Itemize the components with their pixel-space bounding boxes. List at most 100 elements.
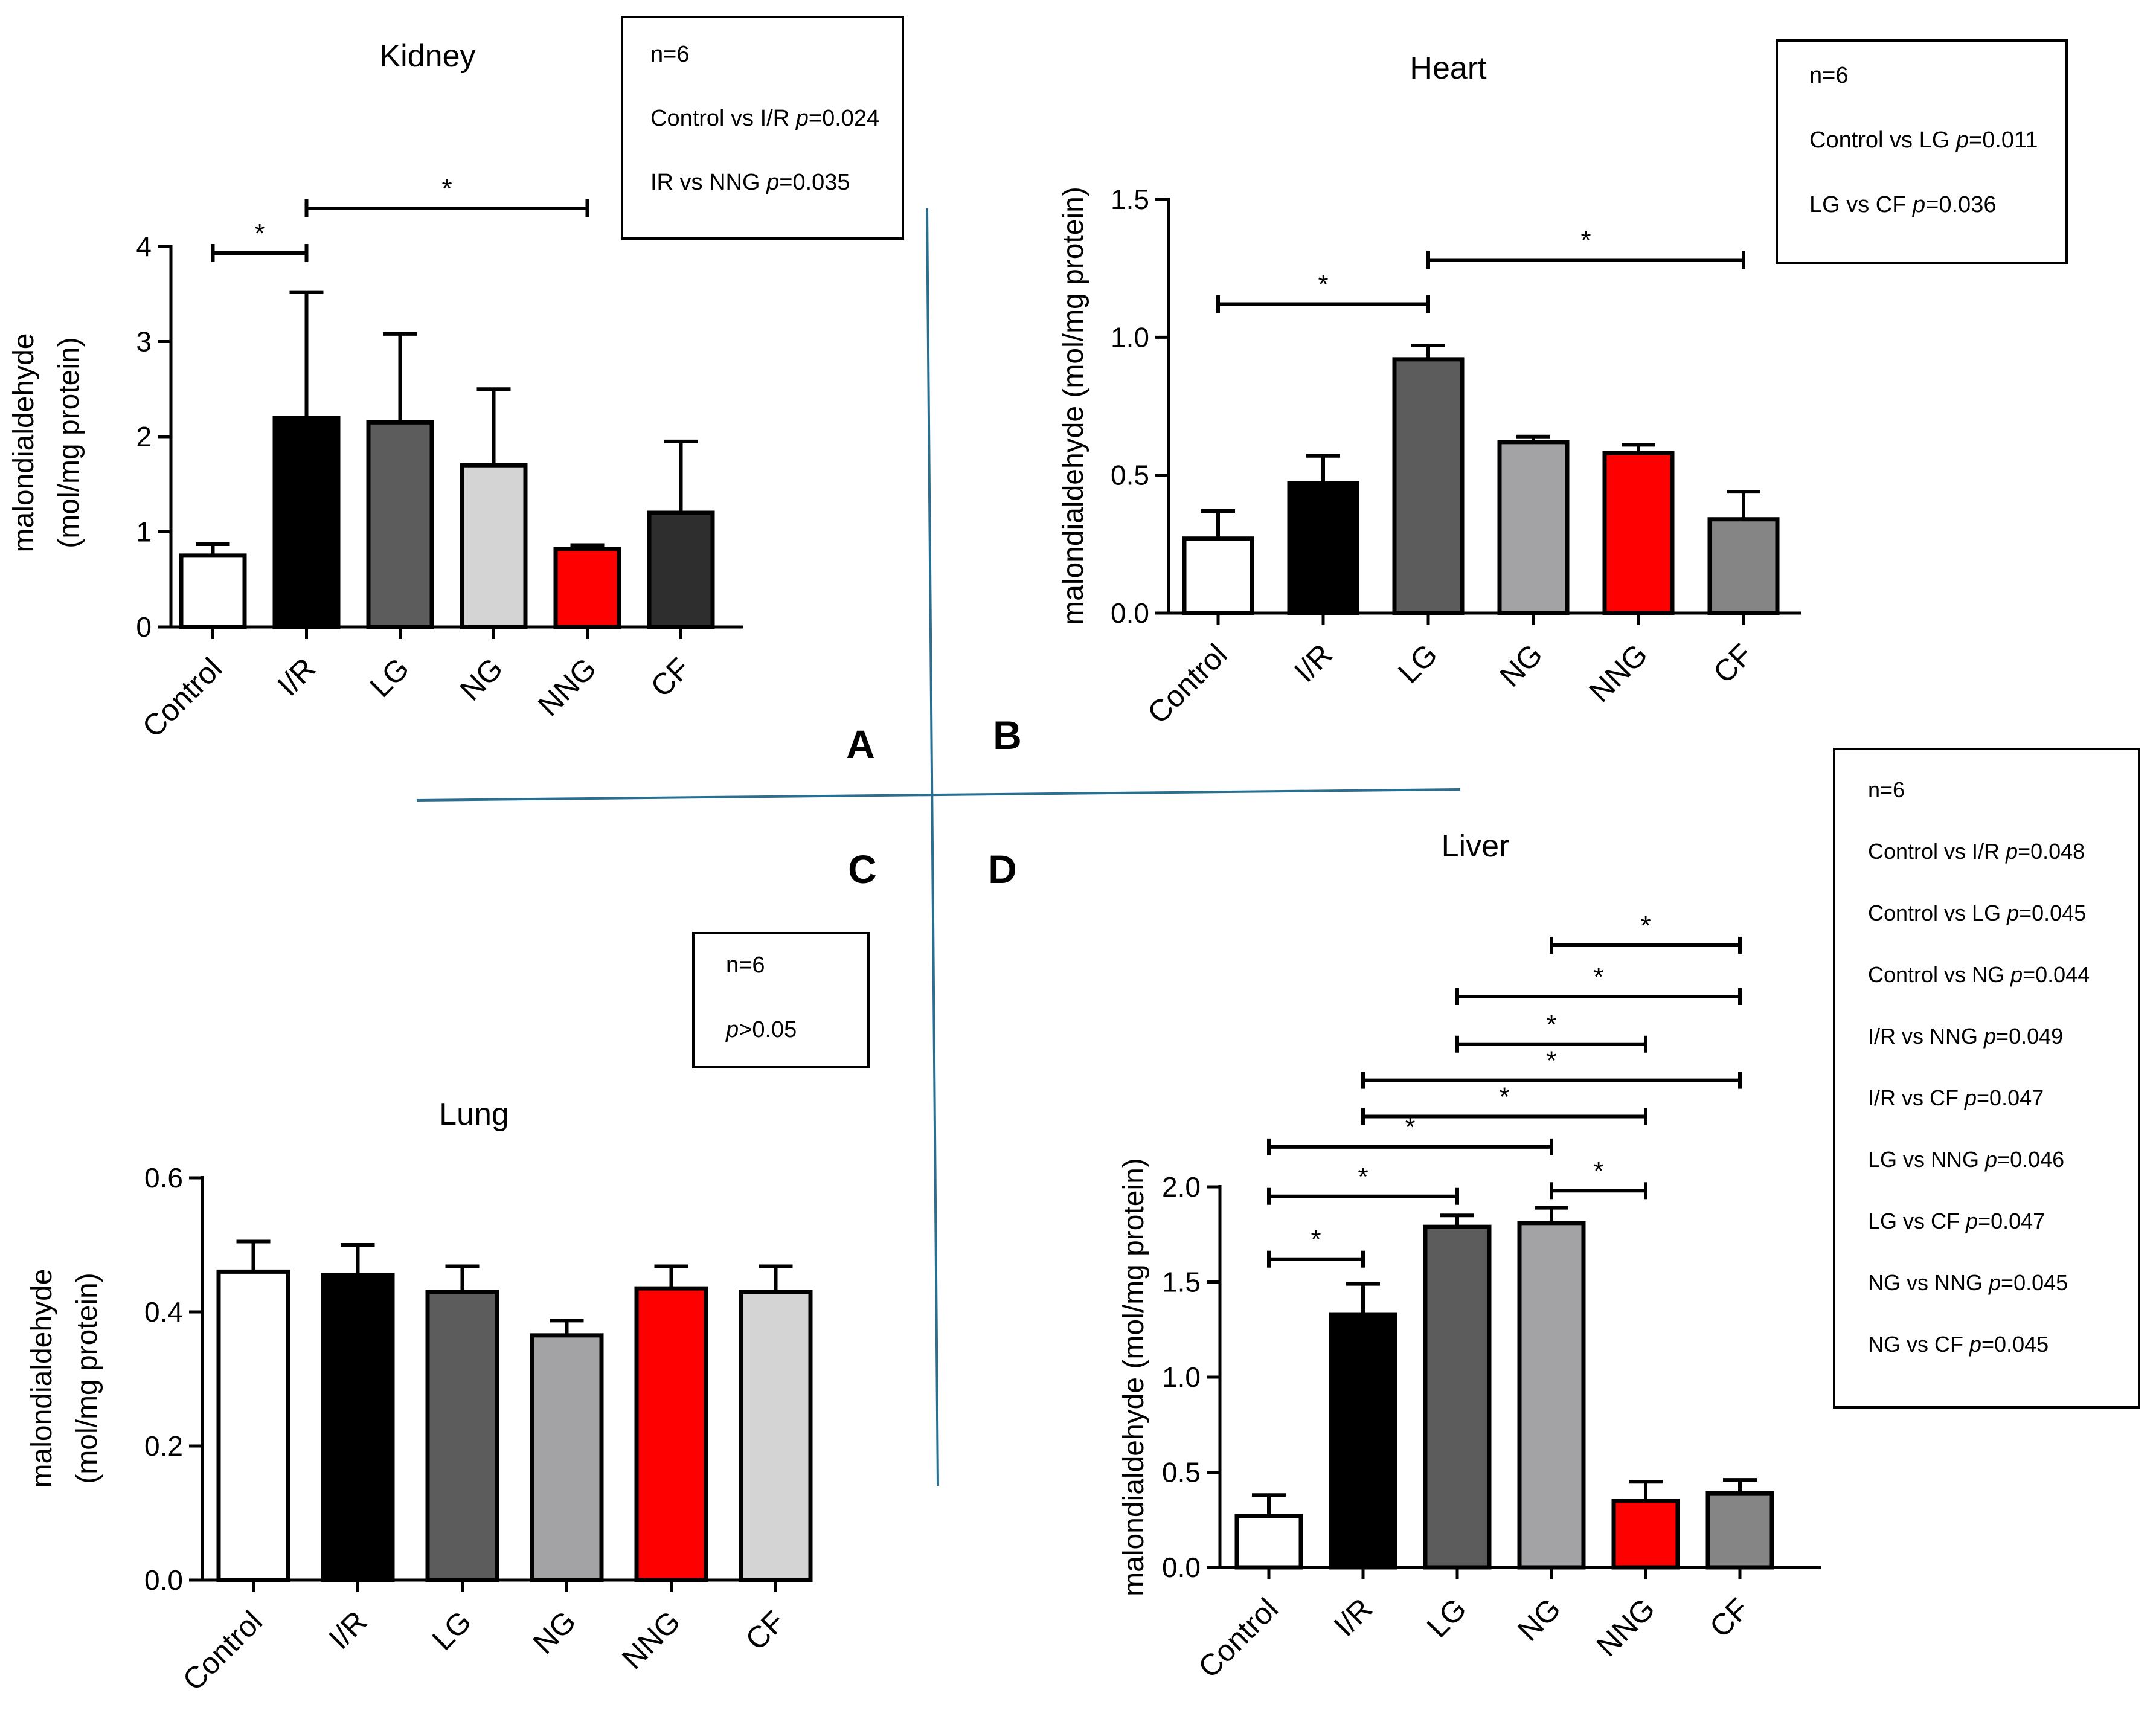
heart-legend-value: =0.036 [1925, 192, 1996, 217]
liver-legend-value: =0.045 [2001, 1270, 2068, 1295]
liver-category-label: CF [1703, 1592, 1756, 1644]
liver-sig-star: * [1546, 1046, 1556, 1076]
lung-bar [530, 1333, 604, 1582]
liver-y-tick-label: 2.0 [1162, 1171, 1201, 1203]
liver-bar [1423, 1224, 1492, 1570]
heart-legend-value: =0.011 [1969, 127, 2038, 153]
liver-legend-value: =0.047 [1978, 1209, 2045, 1233]
heart-y-tick-label: 1.5 [1111, 184, 1149, 215]
kidney-legend-line: n=6 [650, 42, 689, 67]
heart-legend-comparison: LG vs CF [1809, 192, 1913, 217]
liver-sig-star: * [1593, 1156, 1603, 1186]
heart-category-label: Control [1141, 637, 1234, 730]
liver-y-tick-label: 1.5 [1162, 1267, 1201, 1298]
liver-legend-value: =0.045 [1981, 1332, 2049, 1357]
kidney-category-label: I/R [271, 651, 322, 702]
lung-bar [216, 1269, 290, 1582]
lung-category-label: NNG [615, 1604, 687, 1676]
heart-sig-star: * [1580, 225, 1591, 255]
lung-category-label: LG [426, 1604, 478, 1657]
liver-y-tick-label: 0.0 [1162, 1552, 1201, 1583]
heart-bar [1497, 440, 1570, 615]
liver-bar [1517, 1221, 1586, 1570]
kidney-legend-box [621, 16, 904, 240]
lung-category-label: NG [527, 1604, 583, 1660]
liver-legend-value: =0.049 [1996, 1024, 2063, 1049]
kidney-bar [647, 510, 715, 629]
kidney-legend-value: =0.035 [779, 170, 850, 195]
lung-legend-p: p [725, 1017, 739, 1043]
kidney-sig-star: * [441, 174, 452, 204]
liver-legend-value: =0.045 [2019, 901, 2086, 925]
kidney-y-tick-label: 1 [136, 516, 152, 548]
panel-letter-d: D [988, 847, 1017, 892]
liver-sig-star: * [1499, 1082, 1509, 1111]
panel-letter-c: C [848, 847, 877, 892]
kidney-bar [553, 547, 621, 629]
lung-legend-line: p>0.05 [725, 1017, 797, 1043]
heart-category-label: NG [1493, 637, 1549, 693]
heart-legend-p: p [1955, 127, 1969, 153]
liver-legend-comparison: Control vs I/R [1868, 839, 2006, 864]
liver-legend-p: p [2006, 901, 2019, 925]
heart-y-tick-label: 0.0 [1111, 597, 1149, 629]
lung-bar [634, 1286, 708, 1582]
heart-legend-box [1776, 39, 2068, 264]
liver-legend-p: p [1988, 1270, 2001, 1295]
liver-category-label: LG [1420, 1592, 1473, 1644]
lung-category-label: I/R [322, 1604, 373, 1656]
liver-legend-line: NG vs CF p=0.045 [1868, 1332, 2049, 1357]
kidney-ylabel: (mol/mg protein) [53, 337, 85, 548]
liver-legend-box [1833, 748, 2140, 1409]
liver-title: Liver [1442, 829, 1510, 864]
liver-legend-line: NG vs NNG p=0.045 [1868, 1270, 2068, 1295]
lung-legend-line: n=6 [726, 953, 765, 978]
kidney-bar [366, 420, 434, 629]
lung-category-label: CF [739, 1604, 792, 1657]
heart-category-label: CF [1707, 637, 1759, 690]
kidney-bar [460, 463, 528, 629]
liver-legend-line: I/R vs CF p=0.047 [1868, 1085, 2044, 1110]
liver-legend-line: n=6 [1868, 777, 1905, 802]
liver-legend-p: p [1965, 1209, 1978, 1233]
heart-legend-p: p [1912, 192, 1925, 217]
divider-vertical [926, 208, 939, 1486]
lung-y-tick-label: 0.4 [144, 1296, 183, 1328]
liver-legend-p: p [1983, 1024, 1996, 1049]
liver-sig-star: * [1593, 962, 1603, 992]
lung-title: Lung [439, 1097, 509, 1132]
kidney-legend-comparison: Control vs I/R [650, 106, 796, 131]
liver-bar [1329, 1312, 1397, 1570]
heart-y-tick-label: 0.5 [1111, 460, 1149, 491]
liver-y-tick-label: 1.0 [1162, 1361, 1201, 1393]
kidney-bar [272, 416, 341, 629]
liver-legend-line: LG vs CF p=0.047 [1868, 1209, 2045, 1233]
liver-legend-comparison: LG vs CF [1868, 1209, 1966, 1233]
kidney-y-tick-label: 3 [136, 326, 152, 358]
liver-legend-comparison: I/R vs CF [1868, 1085, 1965, 1110]
liver-sig-star: * [1640, 911, 1651, 940]
liver-sig-star: * [1311, 1225, 1321, 1255]
kidney-legend-line: IR vs NNG p=0.035 [650, 170, 850, 195]
liver-legend-comparison: NG vs CF [1868, 1332, 1969, 1357]
kidney-y-tick-label: 4 [136, 231, 152, 262]
liver-legend-p: p [1984, 1147, 1997, 1172]
liver-legend-p: p [2005, 839, 2018, 864]
liver-legend-comparison: I/R vs NNG [1868, 1024, 1984, 1049]
lung-category-label: Control [176, 1604, 269, 1697]
heart-ylabel: malondialdehyde (mol/mg protein) [1057, 187, 1089, 625]
liver-legend-value: =0.047 [1977, 1085, 2044, 1110]
liver-legend-line: Control vs LG p=0.045 [1868, 901, 2086, 925]
kidney-category-label: NNG [531, 651, 603, 722]
heart-category-label: I/R [1288, 637, 1339, 689]
lung-legend-box [692, 932, 870, 1068]
kidney-legend-value: =0.024 [809, 106, 879, 131]
kidney-y-tick-label: 0 [136, 611, 152, 643]
liver-legend-line: Control vs I/R p=0.048 [1868, 839, 2085, 864]
lung-y-tick-label: 0.2 [144, 1430, 183, 1462]
kidney-title: Kidney [380, 39, 476, 74]
liver-category-label: Control [1192, 1592, 1285, 1685]
liver-legend-value: =0.044 [2023, 962, 2090, 987]
heart-bar [1602, 451, 1675, 615]
liver-legend-line: Control vs NG p=0.044 [1868, 962, 2090, 987]
